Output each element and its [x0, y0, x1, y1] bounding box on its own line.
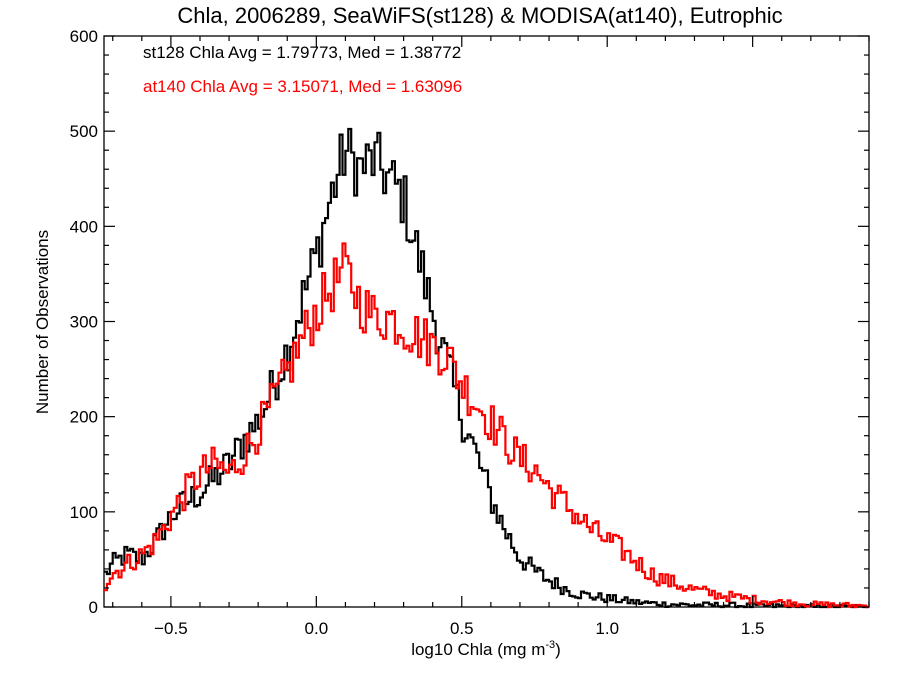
histogram-series-0: [104, 127, 869, 609]
y-tick-label: 500: [70, 122, 98, 141]
y-tick-label: 300: [70, 313, 98, 332]
y-tick-label: 200: [70, 408, 98, 427]
plot-area: −0.5 0.0 0.5 1.0 1.5 0 100 200 300 400 500 600: [70, 27, 870, 638]
stats-annotation-st128: st128 Chla Avg = 1.79773, Med = 1.38772: [143, 43, 461, 62]
y-tick-label: 400: [70, 217, 98, 236]
series-layer: [104, 127, 869, 609]
x-tick-label: 1.0: [595, 619, 619, 638]
y-tick-label: 0: [89, 598, 98, 617]
ticks-layer: −0.5 0.0 0.5 1.0 1.5 0 100 200 300 400 500 600: [70, 27, 870, 638]
x-tick-label: 0.0: [305, 619, 329, 638]
y-tick-label: 100: [70, 503, 98, 522]
y-axis-label: Number of Observations: [33, 230, 52, 414]
plot-frame: [103, 35, 870, 608]
x-axis-label-end: ): [555, 640, 561, 659]
x-axis-label-main: log10 Chla (mg m: [411, 640, 545, 659]
chart-title: Chla, 2006289, SeaWiFS(st128) & MODISA(a…: [177, 3, 782, 28]
histogram-series-1: [104, 242, 869, 609]
stats-annotation-at140: at140 Chla Avg = 3.15071, Med = 1.63096: [143, 77, 462, 96]
x-axis-label-superscript: -3: [545, 639, 555, 651]
x-tick-label: −0.5: [154, 619, 188, 638]
x-tick-label: 0.5: [450, 619, 474, 638]
x-tick-label: 1.5: [741, 619, 765, 638]
y-tick-label: 600: [70, 27, 98, 46]
x-axis-label: log10 Chla (mg m-3): [411, 639, 561, 659]
